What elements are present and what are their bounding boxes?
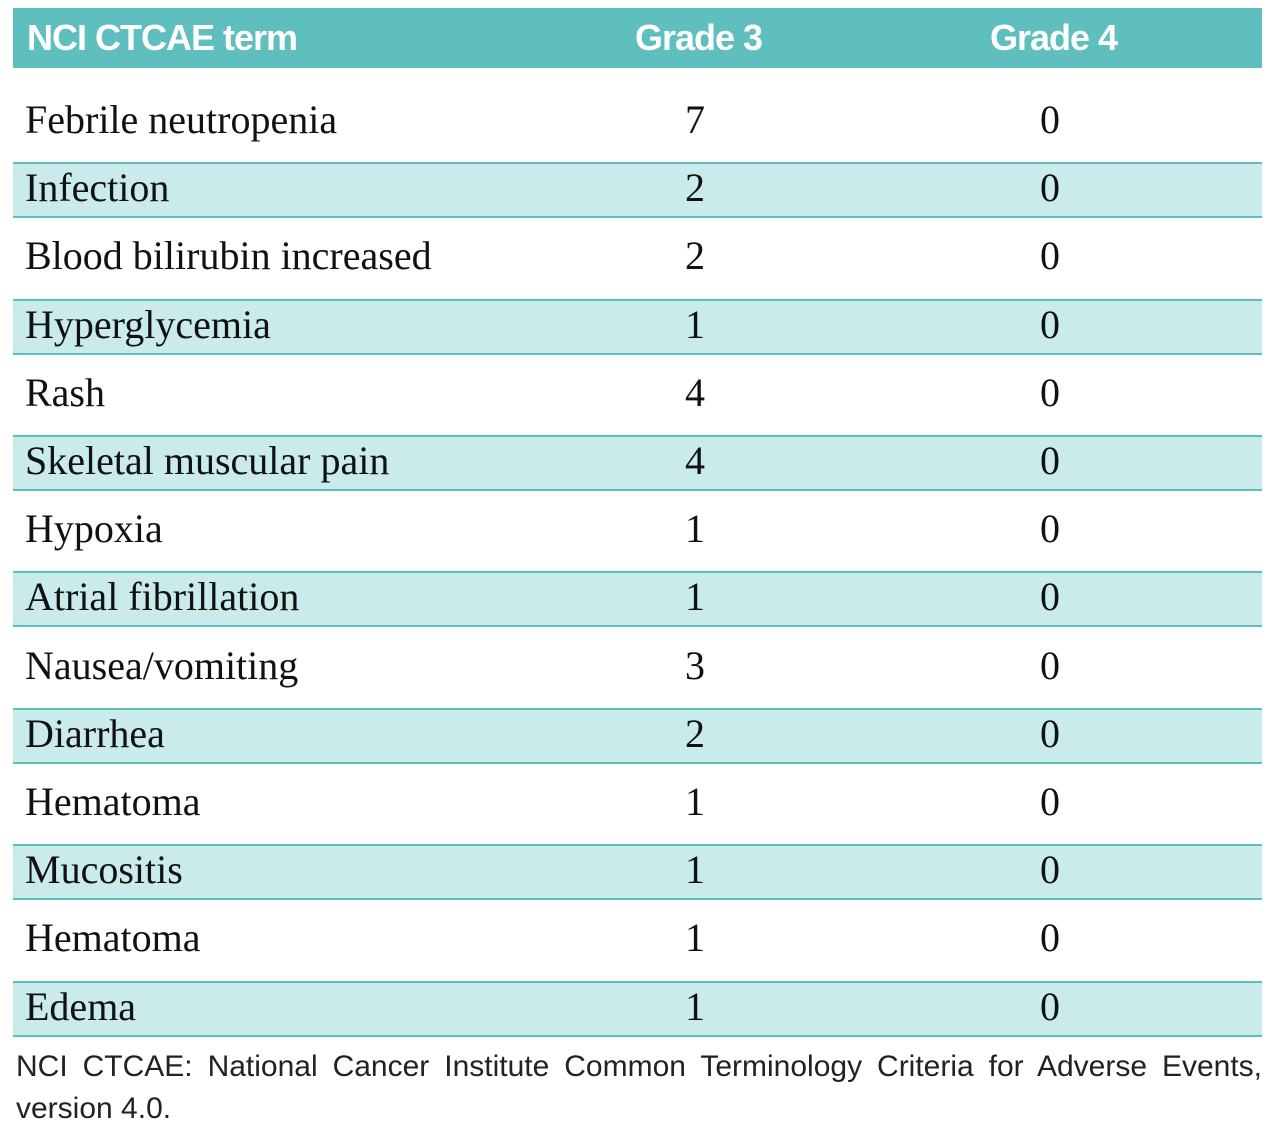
term-cell: Infection: [25, 165, 170, 211]
grade-cell: 4: [685, 438, 705, 483]
header-cell: NCI CTCAE term: [27, 17, 298, 58]
header-cell: Grade 3: [635, 17, 763, 58]
term-cell: Edema: [25, 983, 137, 1029]
grade-cell: 1: [685, 506, 705, 552]
row-band: [13, 844, 1262, 901]
grade-cell: 1: [685, 301, 705, 347]
term-cell: Diarrhea: [25, 710, 165, 756]
grade-cell: 0: [1040, 983, 1060, 1029]
grade-cell: 2: [685, 165, 705, 211]
term-cell: Atrial fibrillation: [25, 574, 300, 620]
header-bar: [13, 8, 1262, 68]
row-band: [13, 162, 1262, 219]
grade-cell: 0: [1040, 369, 1060, 415]
grade-cell: 4: [685, 369, 705, 415]
grade-cell: 2: [685, 233, 705, 279]
row-band: [13, 435, 1262, 491]
grade-cell: 1: [685, 847, 705, 893]
grade-cell: 0: [1040, 915, 1060, 961]
row-band: [13, 571, 1262, 628]
grade-cell: 0: [1040, 574, 1060, 620]
grade-cell: 1: [685, 915, 705, 961]
grade-cell: 7: [685, 97, 705, 142]
grade-cell: 0: [1040, 165, 1060, 211]
row-band: [13, 298, 1262, 355]
grade-cell: 0: [1040, 506, 1060, 552]
grade-cell: 1: [685, 574, 705, 620]
term-cell: Rash: [25, 369, 105, 415]
row-band: [13, 707, 1262, 764]
term-cell: Hyperglycemia: [25, 301, 271, 347]
term-cell: Hematoma: [25, 779, 201, 824]
grade-cell: 2: [685, 710, 705, 756]
grade-cell: 0: [1040, 233, 1060, 279]
grade-cell: 0: [1040, 847, 1060, 893]
grade-cell: 0: [1040, 642, 1060, 688]
grade-cell: 1: [685, 983, 705, 1029]
footnote: NCI CTCAE: National Cancer Institute Com…: [16, 1050, 1262, 1125]
grade-cell: 0: [1040, 438, 1060, 483]
grade-cell: 1: [685, 779, 705, 824]
header-cell: Grade 4: [990, 17, 1118, 58]
grade-cell: 0: [1040, 97, 1060, 142]
term-cell: Mucositis: [25, 847, 183, 893]
grade-cell: 0: [1040, 301, 1060, 347]
term-cell: Blood bilirubin increased: [25, 233, 432, 279]
term-cell: Hematoma: [25, 915, 201, 961]
term-cell: Skeletal muscular pain: [25, 438, 390, 483]
grade-cell: 0: [1040, 779, 1060, 824]
term-cell: Hypoxia: [25, 506, 163, 552]
row-band: [13, 980, 1262, 1037]
grade-cell: 3: [685, 642, 705, 688]
term-cell: Nausea/vomiting: [25, 642, 299, 688]
grade-cell: 0: [1040, 710, 1060, 756]
term-cell: Febrile neutropenia: [25, 97, 338, 142]
